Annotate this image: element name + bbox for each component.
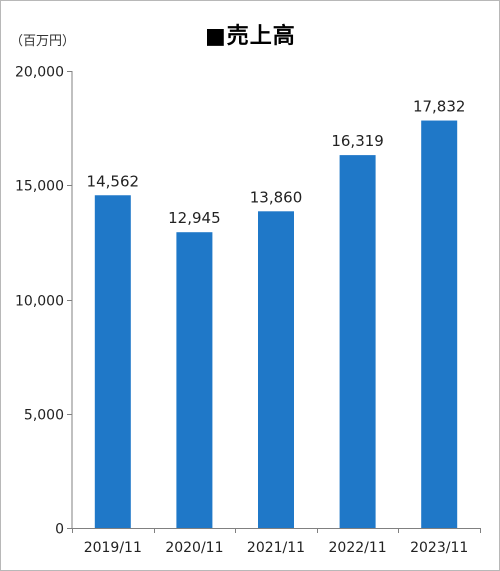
chart-title: ■売上高: [205, 24, 296, 49]
y-tick-label: 0: [55, 522, 64, 538]
y-tick-label: 15,000: [15, 179, 64, 195]
y-tick-label: 10,000: [15, 294, 64, 310]
bar-2020-11: [176, 232, 213, 528]
data-label: 13,860: [250, 188, 303, 206]
x-tick-label: 2021/11: [247, 540, 305, 556]
y-axis: 0 5,000 10,000 15,000 20,000: [15, 65, 73, 538]
bars: 14,562 12,945 13,860 16,319 17,832: [87, 98, 466, 529]
x-tick-label: 2020/11: [165, 540, 223, 556]
x-axis: 2019/11 2020/11 2021/11 2022/11 2023/11: [72, 528, 481, 556]
data-label: 14,562: [87, 172, 140, 190]
data-label: 16,319: [331, 132, 384, 150]
y-tick-label: 5,000: [24, 408, 64, 424]
x-tick-label: 2023/11: [410, 540, 468, 556]
data-label: 12,945: [168, 209, 221, 227]
x-tick-label: 2022/11: [329, 540, 387, 556]
unit-label: （百万円）: [10, 34, 76, 49]
data-label: 17,832: [413, 98, 466, 116]
bar-2019-11: [94, 195, 131, 528]
bar-2021-11: [258, 211, 294, 528]
bar-2023-11: [421, 120, 458, 528]
x-tick-label: 2019/11: [84, 540, 142, 556]
bar-2022-11: [339, 155, 376, 529]
y-tick-label: 20,000: [15, 65, 64, 81]
